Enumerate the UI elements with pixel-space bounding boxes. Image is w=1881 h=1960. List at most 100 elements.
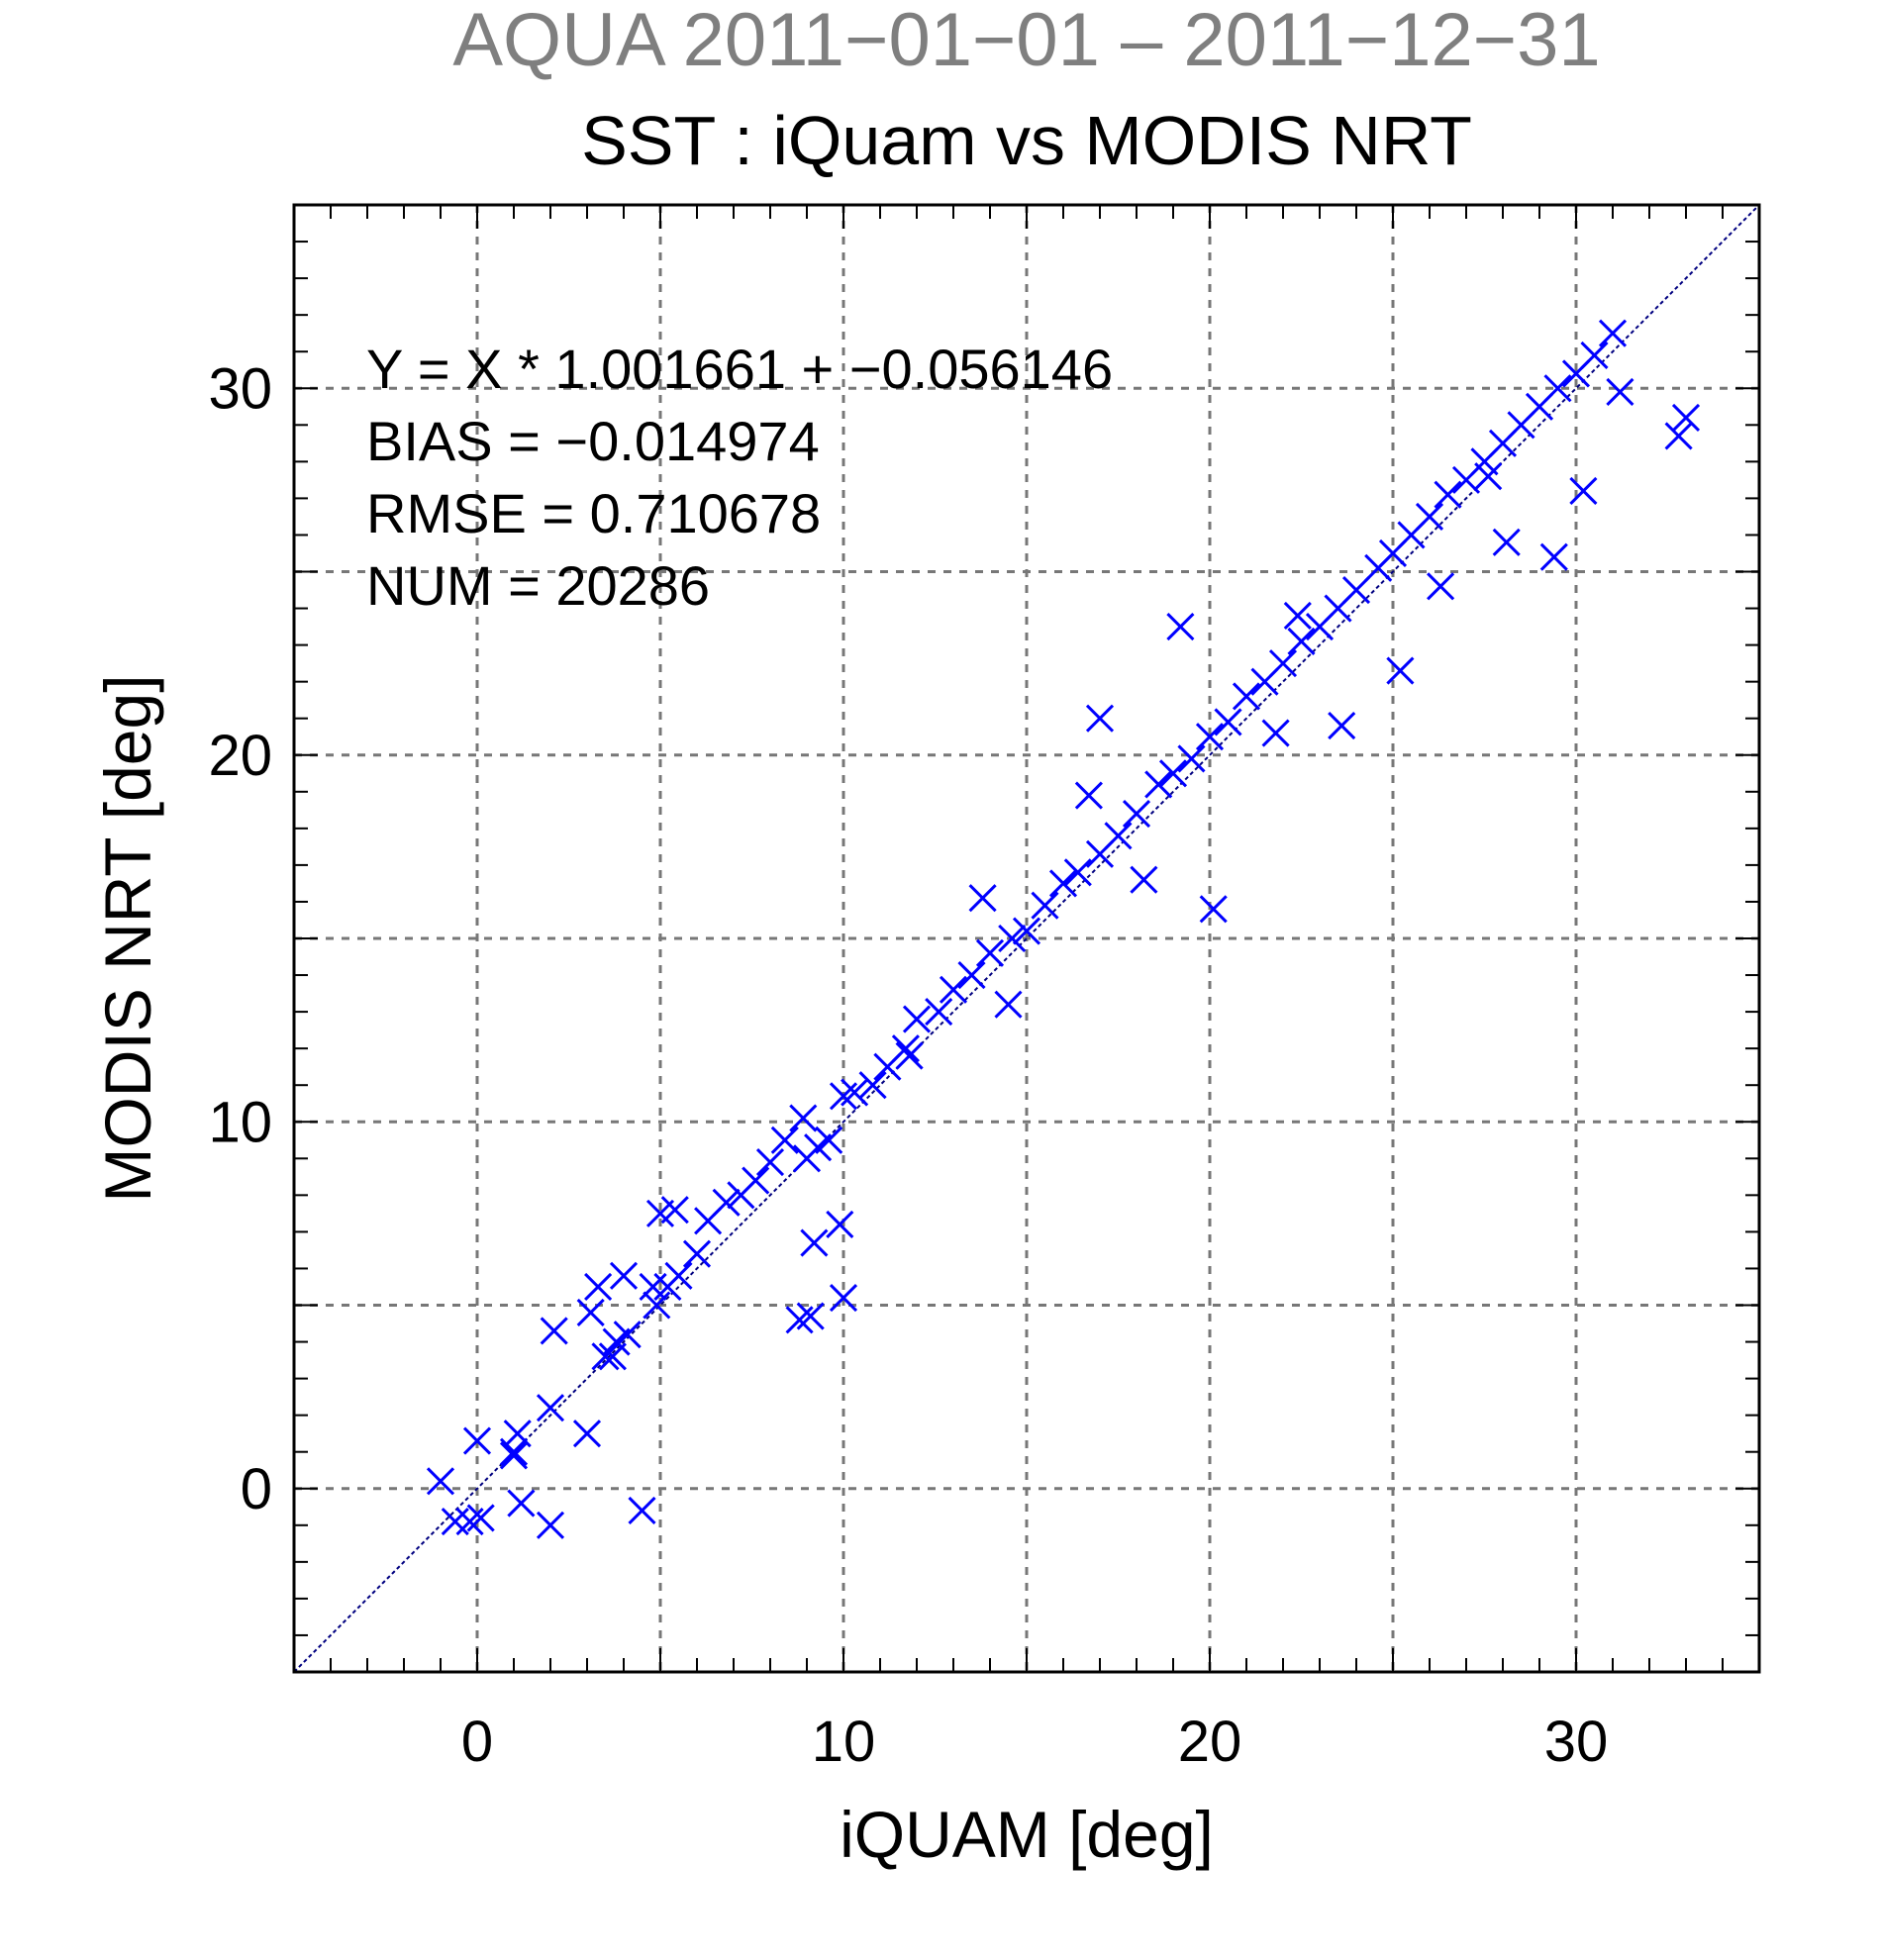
scatter-point [503,1420,532,1448]
scatter-point [462,1426,492,1455]
scatter-point [796,1302,825,1330]
scatter-point [613,1321,642,1349]
x-axis-label: iQUAM [deg] [840,1798,1214,1871]
scatter-point [1144,770,1173,799]
scatter-point [1434,480,1462,509]
scatter-point [1158,759,1188,788]
scatter-point [800,1228,829,1257]
scatter-point [1474,462,1503,491]
scatter-point [770,1126,799,1154]
scatter-point [455,1508,484,1536]
scatter-point [1199,895,1228,924]
scatter-point [1130,865,1158,894]
x-tick-labels: 0 10 20 30 [461,1710,1608,1774]
scatter-point [968,884,997,913]
stats-box: Y = X * 1.001661 + −0.056146 BIAS = −0.0… [366,338,1113,617]
scatter-point [815,1126,843,1154]
y-tick-label: 30 [208,356,272,421]
scatter-point [1166,613,1195,641]
scatter-point [994,990,1023,1019]
y-axis-label: MODIS NRT [deg] [91,674,164,1202]
stat-rmse: RMSE = 0.710678 [366,482,821,544]
scatter-point [742,1166,770,1195]
scatter-point [957,960,986,990]
scatter-point [1012,917,1041,945]
y-tick-label: 20 [208,724,272,788]
x-tick-label: 0 [461,1710,493,1774]
scatter-point [925,998,953,1027]
scatter-point [1328,712,1356,740]
y-tick-labels: 0 10 20 30 [208,356,272,1521]
chart-suptitle: AQUA 2011−01−01 – 2011−12−31 [452,0,1600,82]
scatter-point [1074,781,1103,810]
scatter-point [426,1467,455,1496]
scatter-point [441,1508,469,1536]
scatter-point [1671,403,1701,432]
scatter-point [660,1196,689,1225]
reference-line [293,204,1760,1673]
scatter-point [598,1342,627,1371]
scatter-point [1122,799,1151,829]
scatter-point [975,938,1005,967]
scatter-point [591,1342,620,1371]
scatter-point [1580,341,1609,369]
scatter-point [1085,704,1115,733]
scatter-point [1664,422,1693,450]
scatter-point [639,1272,667,1302]
scatter-point [536,1511,565,1539]
scatter-point [1195,723,1225,751]
scatter-point [902,1005,932,1033]
scatter-point [1606,377,1634,407]
y-tick-label: 0 [241,1457,272,1521]
scatter-point [1415,502,1444,531]
grid [294,205,1759,1672]
scatter-point [1386,656,1415,685]
scatter-point [609,1261,639,1290]
scatter-point [466,1504,495,1532]
one-to-one-line [293,204,1760,1673]
scatter-point [1341,575,1371,605]
scatter-point [1214,708,1242,736]
scatter-point [785,1306,814,1334]
scatter-point [1598,319,1628,347]
scatter-point [1492,528,1521,556]
y-tick-label: 10 [208,1090,272,1154]
scatter-point [789,1104,818,1132]
scatter-point [499,1437,529,1466]
scatter-point [628,1496,656,1525]
scatter-point [1287,627,1316,655]
scatter-point [829,1284,858,1313]
scatter-point [1048,869,1078,898]
scatter-point [712,1188,741,1217]
scatter-point [841,1078,869,1107]
stat-num: NUM = 20286 [366,554,710,617]
scatter-point [1031,891,1059,920]
scatter-point [895,1041,924,1070]
scatter-point [682,1239,712,1268]
scatter-points [426,319,1701,1539]
scatter-point [572,1420,602,1448]
minor-ticks [294,205,1759,1672]
scatter-point [1261,719,1290,747]
stat-bias: BIAS = −0.014974 [366,410,820,472]
scatter-point [576,1298,605,1326]
scatter-point [1539,542,1568,571]
scatter-point [584,1272,613,1302]
scatter-point [1177,744,1206,773]
scatter-point [643,1291,671,1320]
stat-regression: Y = X * 1.001661 + −0.056146 [366,338,1113,400]
scatter-point [664,1261,693,1290]
scatter-point [939,975,968,1004]
scatter-point [1543,374,1572,403]
scatter-point [1268,649,1298,678]
scatter-point [1283,601,1312,631]
scatter-point [1063,858,1092,887]
scatter-point [1427,572,1455,601]
scatter-point [829,1082,858,1111]
scatter-point [858,1071,887,1100]
x-tick-label: 10 [812,1710,876,1774]
scatter-point [536,1394,565,1422]
scatter-point [540,1317,568,1345]
scatter-point [1104,822,1133,850]
